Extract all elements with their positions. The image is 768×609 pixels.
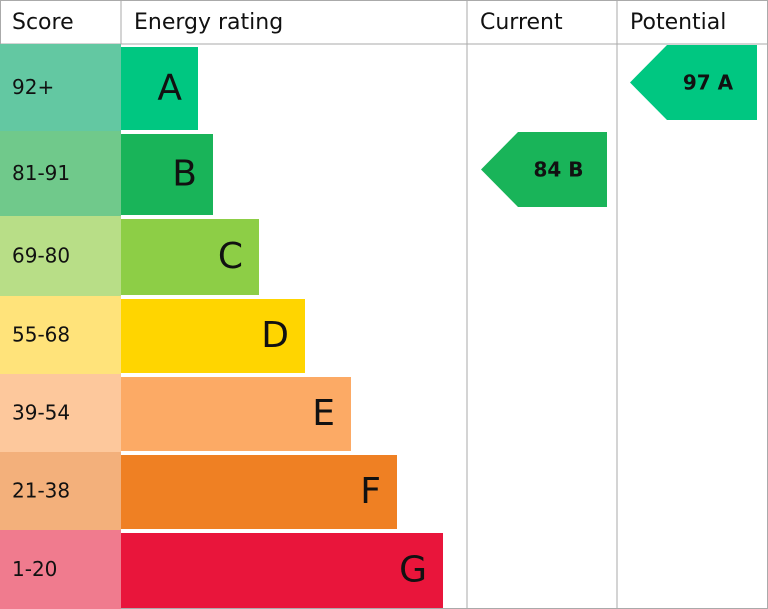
score-range: 55-68 <box>12 323 70 347</box>
rating-letter: G <box>399 550 427 591</box>
rating-letter: E <box>312 393 335 434</box>
rating-letter: B <box>172 154 197 195</box>
rating-bar <box>121 533 443 608</box>
score-cell <box>0 296 121 374</box>
current-arrow <box>481 132 607 207</box>
rating-bar <box>121 299 305 373</box>
score-cell <box>0 374 121 452</box>
score-cell <box>0 530 121 609</box>
rating-bar <box>121 219 259 295</box>
header-potential: Potential <box>630 10 726 35</box>
score-range: 1-20 <box>12 557 57 581</box>
rating-bar <box>121 47 198 130</box>
score-range: 39-54 <box>12 401 70 425</box>
current-label: 84 B <box>533 157 583 181</box>
rating-letter: A <box>157 68 182 109</box>
score-cell <box>0 131 121 216</box>
current-rating: B <box>568 157 583 181</box>
score-range: 92+ <box>12 75 54 99</box>
rating-bar <box>121 134 213 215</box>
potential-rating: A <box>718 70 734 94</box>
rating-bar <box>121 377 351 451</box>
potential-label: 97 A <box>683 70 734 94</box>
rating-bar <box>121 455 397 529</box>
score-range: 69-80 <box>12 244 70 268</box>
potential-arrow <box>630 45 757 120</box>
rating-letter: D <box>261 315 289 356</box>
score-range: 81-91 <box>12 161 70 185</box>
score-cell <box>0 452 121 530</box>
score-range: 21-38 <box>12 479 70 503</box>
rating-letter: C <box>218 236 243 277</box>
header-rating: Energy rating <box>134 10 283 35</box>
rating-letter: F <box>360 471 381 512</box>
header-current: Current <box>480 10 563 35</box>
header-score: Score <box>12 10 74 35</box>
potential-score: 97 <box>683 70 711 94</box>
current-score: 84 <box>533 157 561 181</box>
score-cell <box>0 44 121 131</box>
score-cell <box>0 216 121 296</box>
